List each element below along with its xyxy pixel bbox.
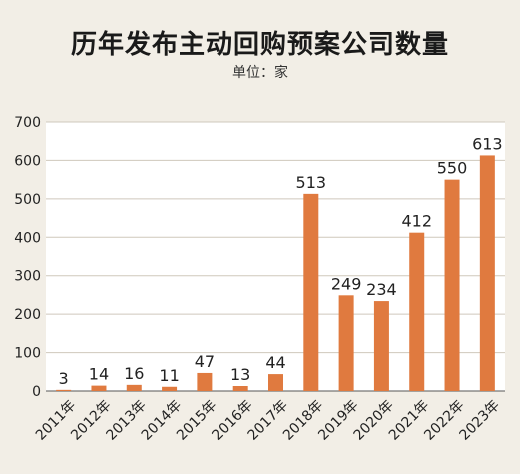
bar xyxy=(162,386,178,391)
y-tick-label: 0 xyxy=(32,384,41,400)
bar xyxy=(56,389,72,391)
y-tick-label: 400 xyxy=(14,230,41,246)
bar xyxy=(232,386,248,391)
data-label: 44 xyxy=(265,353,285,372)
y-tick-label: 700 xyxy=(14,115,41,131)
data-label: 3 xyxy=(59,369,69,388)
data-label: 234 xyxy=(366,280,397,299)
chart-title: 历年发布主动回购预案公司数量 xyxy=(70,30,449,60)
data-label: 47 xyxy=(195,352,215,371)
bar xyxy=(409,232,425,391)
data-label: 513 xyxy=(296,173,327,192)
chart-subtitle: 单位：家 xyxy=(232,65,288,81)
bar xyxy=(373,301,389,391)
bar xyxy=(479,155,495,391)
data-label: 613 xyxy=(472,134,503,153)
bar xyxy=(91,385,107,391)
data-label: 412 xyxy=(401,212,432,231)
bar xyxy=(126,384,142,391)
bar xyxy=(197,372,213,391)
data-label: 550 xyxy=(437,159,468,178)
data-label: 13 xyxy=(230,365,250,384)
data-label: 249 xyxy=(331,274,362,293)
data-label: 16 xyxy=(124,364,144,383)
bar xyxy=(303,193,319,391)
data-label: 11 xyxy=(159,366,179,385)
y-tick-label: 500 xyxy=(14,192,41,208)
plot-area xyxy=(46,122,505,391)
bar xyxy=(444,179,460,391)
bar xyxy=(338,295,354,391)
bar xyxy=(268,374,283,391)
y-tick-label: 600 xyxy=(14,153,41,169)
y-tick-label: 300 xyxy=(14,269,41,285)
y-tick-label: 100 xyxy=(14,346,41,362)
y-tick-label: 200 xyxy=(14,307,41,323)
data-label: 14 xyxy=(89,365,109,384)
x-tick-label: 2023年 xyxy=(457,397,503,443)
